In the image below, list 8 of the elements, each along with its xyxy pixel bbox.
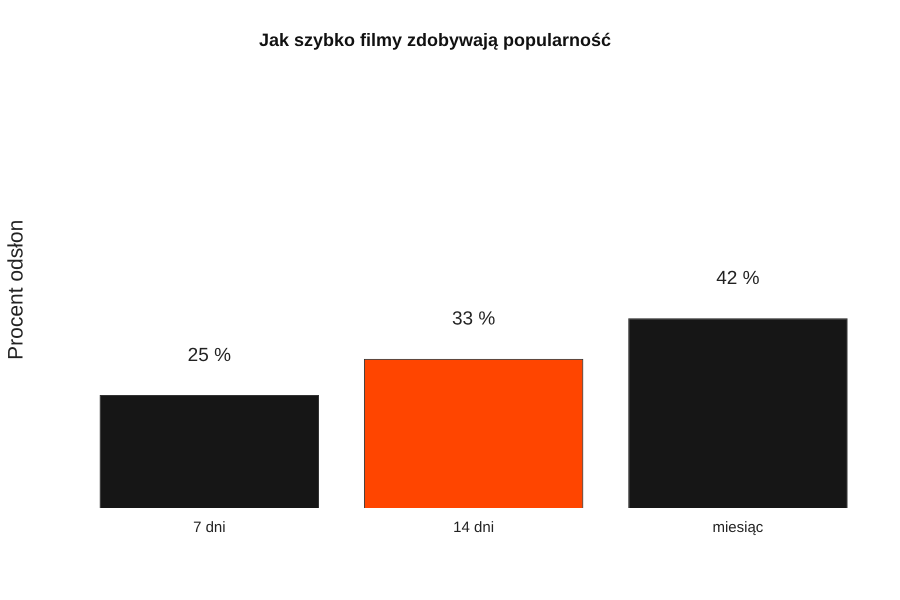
x-tick-label: miesiąc bbox=[712, 519, 764, 536]
data-label: 25 % bbox=[188, 344, 232, 366]
x-tick-label: 7 dni bbox=[193, 519, 226, 536]
data-label: 33 % bbox=[452, 308, 496, 330]
chart-title: Jak szybko filmy zdobywają popularność bbox=[258, 30, 612, 50]
data-label: 42 % bbox=[716, 268, 760, 289]
y-axis-title: Procent odsłon bbox=[4, 220, 28, 360]
x-tick-label: 14 dni bbox=[453, 519, 494, 536]
